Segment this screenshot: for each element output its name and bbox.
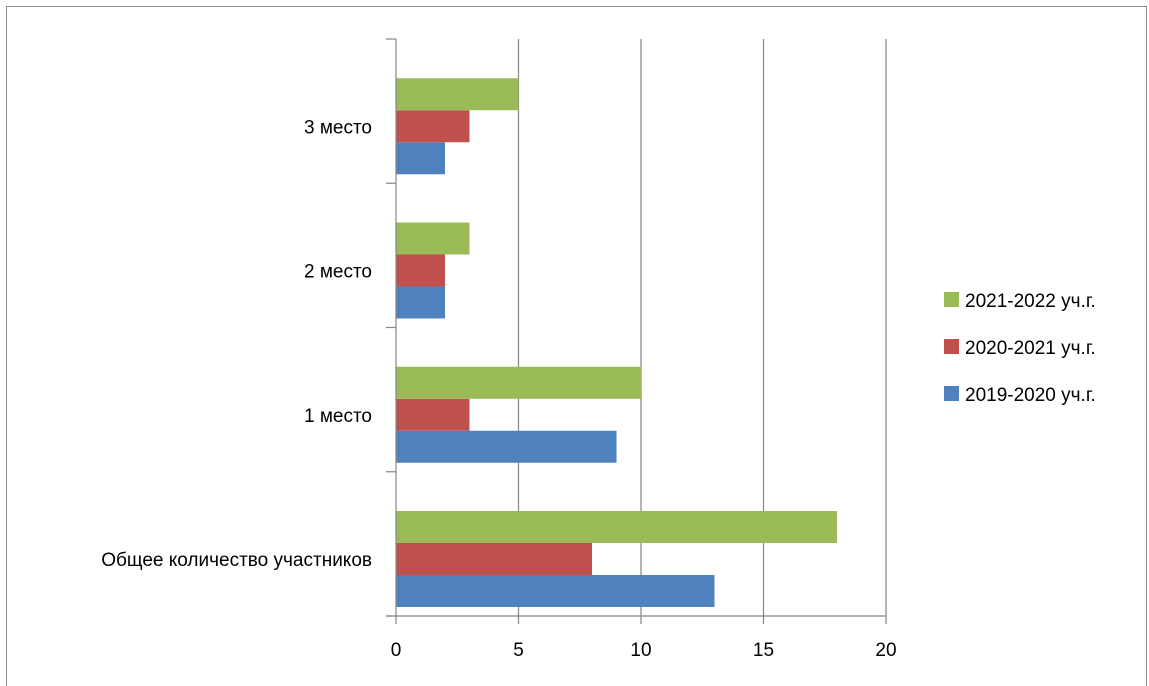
bar-2019-2020-уч-г-3 — [396, 142, 445, 175]
legend-swatch-2021-2022-уч-г — [944, 292, 959, 307]
x-tick-label-10: 10 — [630, 640, 651, 661]
bar-2020-2021-уч-г-2 — [396, 254, 445, 287]
bar-2021-2022-уч-г-1 — [396, 366, 641, 399]
legend: 2021-2022 уч.г. 2020-2021 уч.г. 2019-2020 … — [944, 291, 1096, 406]
chart-frame — [6, 6, 1147, 686]
category-label-1: 1 место — [304, 406, 372, 427]
bar-2020-2021-уч-г-0 — [396, 543, 592, 575]
x-tick-label-0: 0 — [391, 640, 402, 661]
bar-2021-2022-уч-г-3 — [396, 78, 519, 111]
category-label-0: Общее количество участников — [101, 550, 372, 571]
bar-2019-2020-уч-г-1 — [396, 430, 617, 463]
bar-2021-2022-уч-г-2 — [396, 222, 470, 255]
x-tick-label-5: 5 — [513, 640, 524, 661]
x-tick-label-20: 20 — [875, 640, 896, 661]
legend-label-2021-2022-уч-г: 2021-2022 уч.г. — [965, 291, 1096, 312]
bar-2019-2020-уч-г-2 — [396, 286, 445, 319]
x-tick-label-15: 15 — [753, 640, 774, 661]
bar-2020-2021-уч-г-1 — [396, 398, 470, 431]
category-label-3: 3 место — [304, 117, 372, 138]
bar-2020-2021-уч-г-3 — [396, 110, 470, 143]
legend-label-2019-2020-уч-г: 2019-2020 уч.г. — [965, 385, 1096, 406]
category-label-2: 2 место — [304, 262, 372, 283]
legend-swatch-2019-2020-уч-г — [944, 386, 959, 401]
bars — [396, 78, 837, 607]
legend-label-2020-2021-уч-г: 2020-2021 уч.г. — [965, 338, 1096, 359]
labels: 0 5 10 15 20 Общее количество участников 1 мес… — [101, 117, 896, 661]
legend-swatch-2020-2021-уч-г — [944, 339, 959, 354]
bar-2019-2020-уч-г-0 — [396, 575, 715, 607]
axes — [386, 38, 887, 624]
bar-2021-2022-уч-г-0 — [396, 511, 837, 543]
